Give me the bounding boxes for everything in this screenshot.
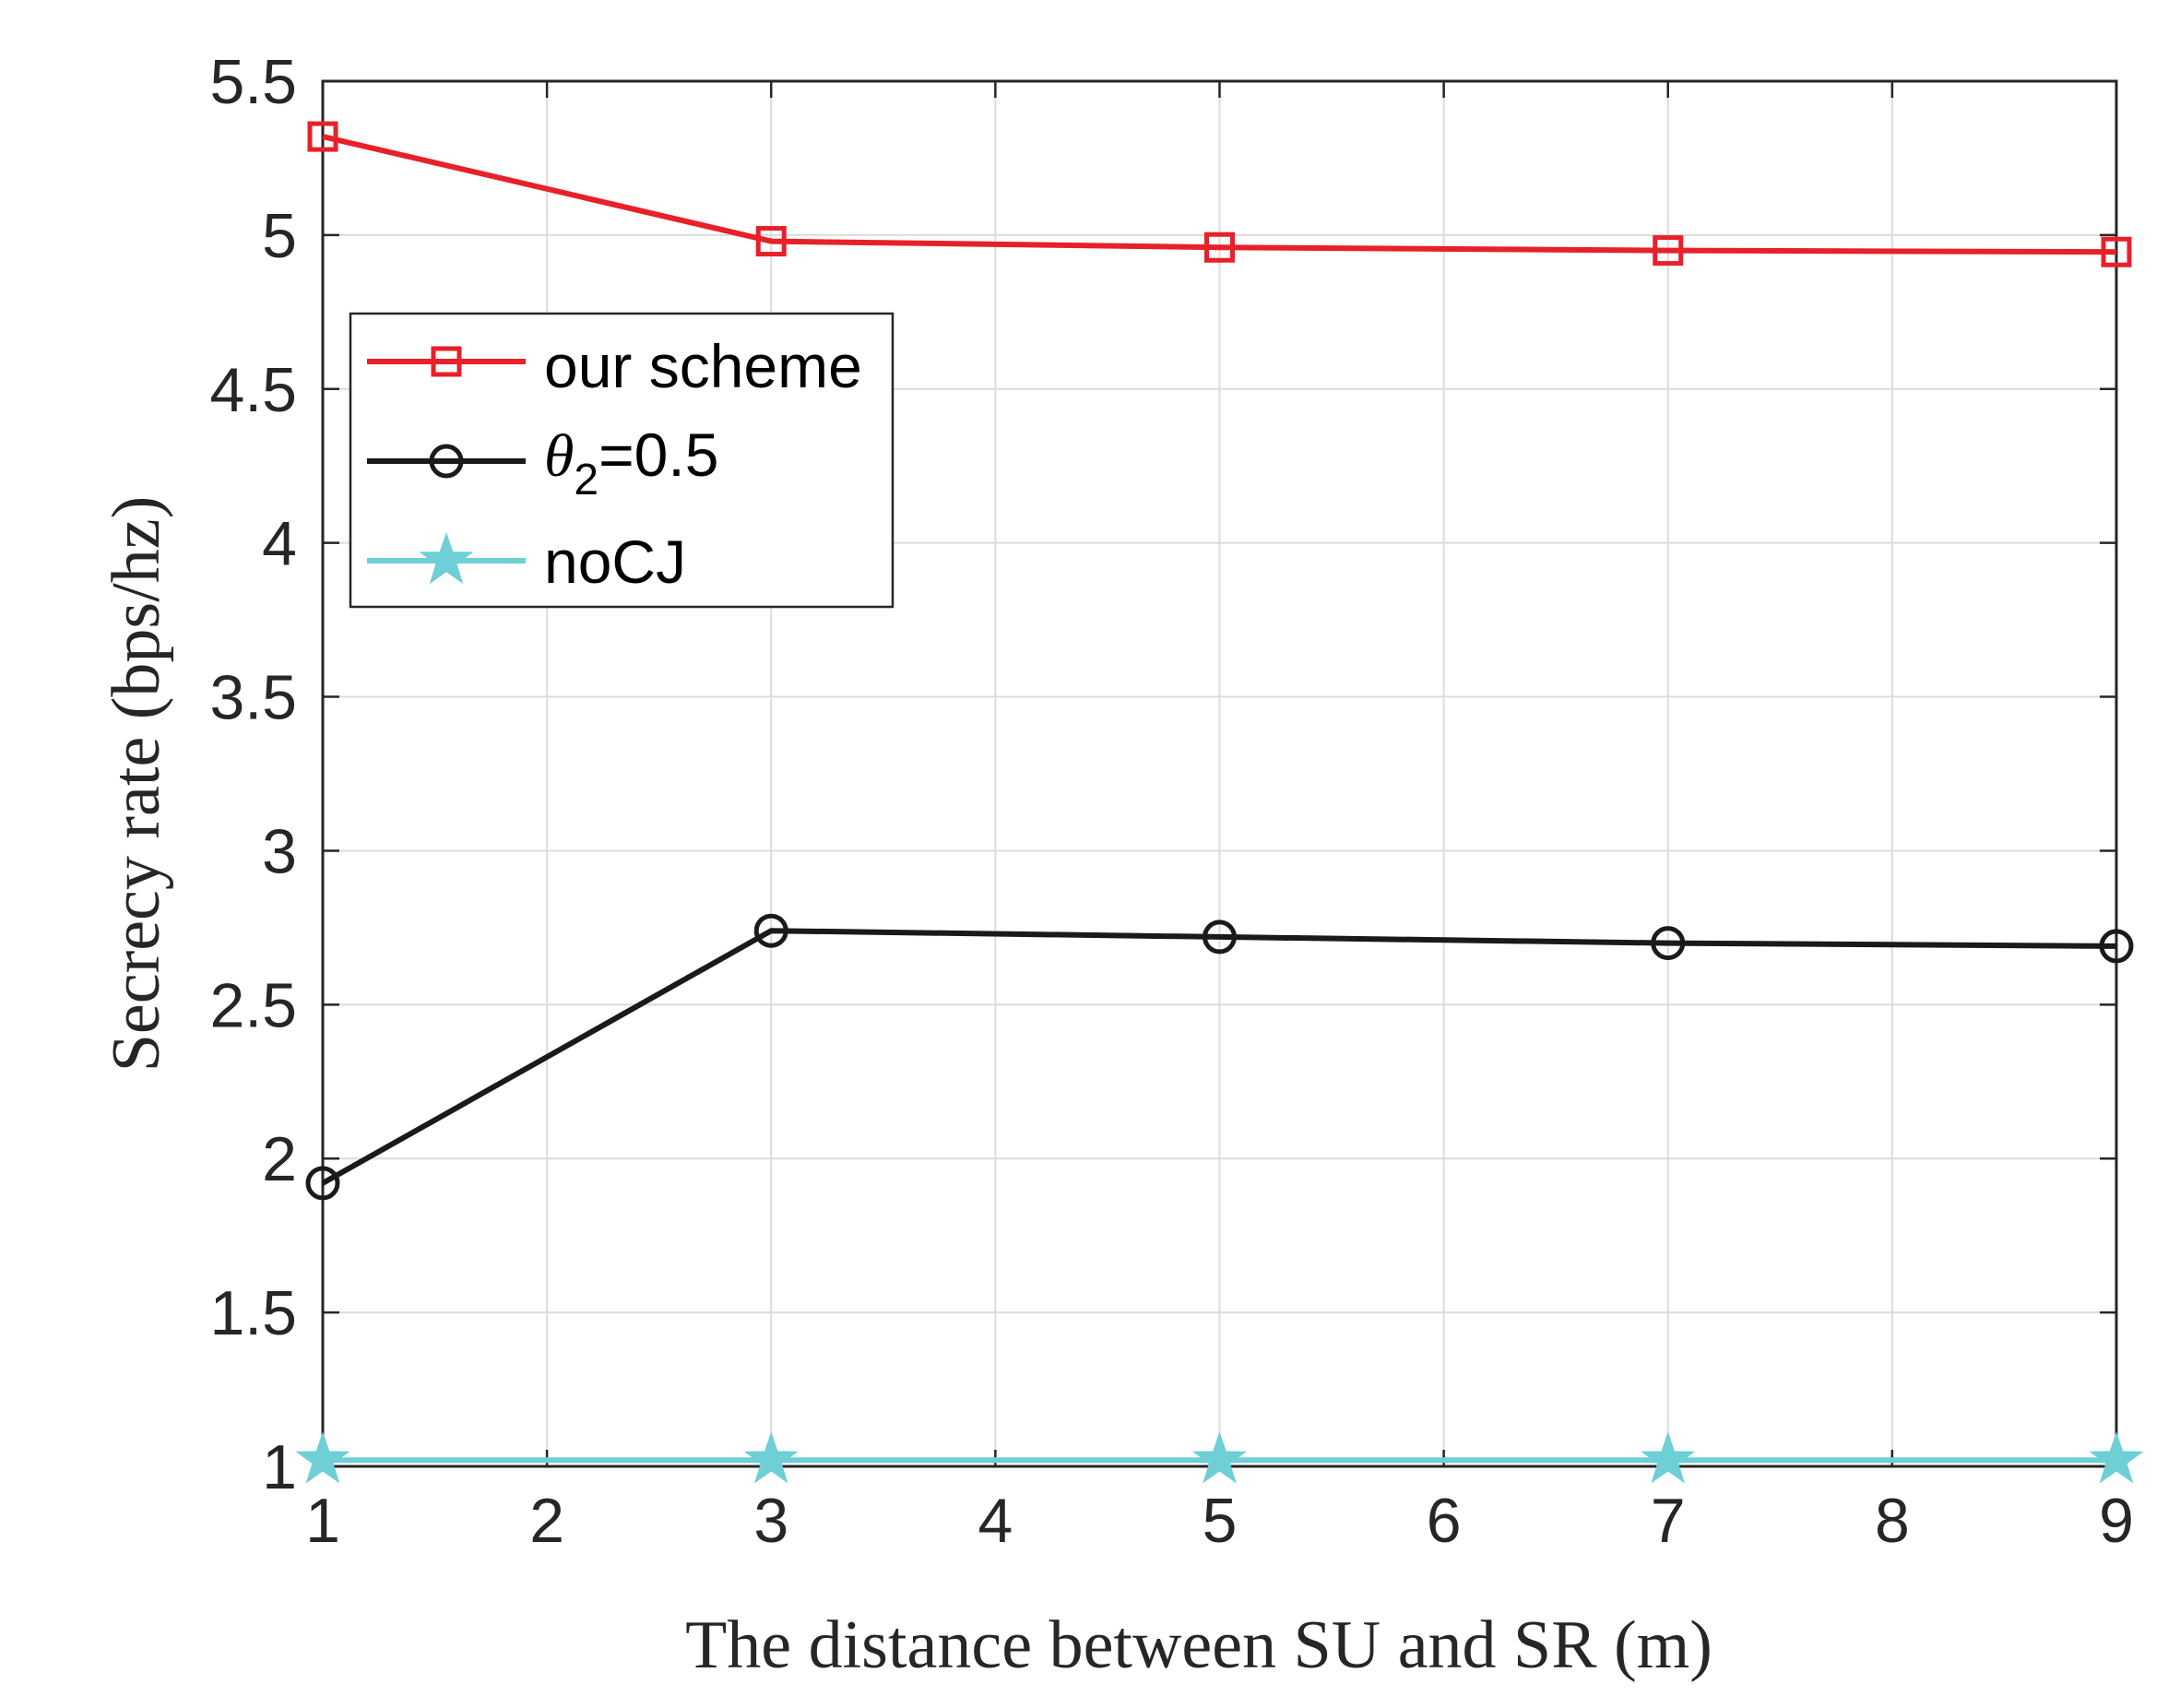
x-tick-label: 9 — [2099, 1486, 2134, 1556]
series-line-our-scheme — [322, 134, 2117, 255]
x-axis-title: The distance between SU and SR (m) — [685, 1607, 1712, 1683]
legend-theta-subscript: 2 — [574, 456, 598, 504]
data-point-nocj — [743, 1431, 799, 1484]
data-point-our-scheme — [307, 121, 338, 152]
data-point-nocj — [1191, 1431, 1248, 1484]
series-line-theta — [321, 928, 2117, 1186]
series-nocj — [295, 1431, 2144, 1484]
x-tick-label: 6 — [1427, 1486, 1462, 1556]
y-axis-title: Secrecy rate (bps/hz) — [99, 496, 174, 1073]
x-tick-label: 5 — [1203, 1486, 1238, 1556]
series-theta — [305, 913, 2134, 1201]
series-our-scheme — [307, 121, 2132, 267]
x-tick-label: 2 — [529, 1486, 564, 1556]
data-point-theta — [753, 913, 788, 948]
legend-theta-symbol: θ — [544, 422, 574, 490]
x-tick-label: 7 — [1651, 1486, 1686, 1556]
legend-label-our-scheme: our scheme — [544, 332, 862, 400]
y-tick-label: 2.5 — [209, 970, 297, 1040]
data-point-our-scheme — [1204, 231, 1235, 263]
ticks: 1 2 3 4 5 6 7 8 9 1 1.5 2 2.5 3 3.5 4 4.5 5 5.5 — [209, 47, 2133, 1556]
data-point-theta — [1203, 919, 1237, 955]
x-tick-label: 1 — [305, 1486, 340, 1556]
data-point-our-scheme — [1653, 235, 1684, 267]
data-point-nocj — [1641, 1431, 1696, 1484]
legend-sample-theta — [367, 444, 526, 479]
x-tick-label: 4 — [977, 1486, 1013, 1556]
data-point-nocj — [2089, 1431, 2144, 1484]
y-tick-label: 4.5 — [209, 355, 297, 425]
data-point-theta — [2099, 929, 2134, 964]
legend-theta-value: =0.5 — [598, 421, 718, 489]
data-point-our-scheme — [755, 226, 787, 257]
legend-marker-nocj — [419, 531, 474, 585]
data-point-nocj — [295, 1431, 350, 1484]
y-tick-label: 5.5 — [209, 47, 297, 117]
y-tick-label: 3.5 — [209, 663, 297, 733]
y-tick-label: 1 — [262, 1432, 297, 1502]
y-tick-label: 5 — [262, 201, 297, 271]
y-tick-label: 1.5 — [209, 1278, 297, 1348]
data-point-theta — [305, 1166, 340, 1201]
data-point-theta — [1651, 926, 1686, 961]
y-tick-label: 2 — [262, 1124, 297, 1194]
legend-marker-theta — [429, 444, 464, 479]
data-point-our-scheme — [2101, 236, 2132, 267]
series-layer — [295, 121, 2144, 1484]
y-tick-label: 4 — [262, 509, 297, 579]
legend-sample-nocj — [367, 531, 526, 585]
legend-label-theta: θ2=0.5 — [544, 421, 718, 504]
legend-marker-our-scheme — [431, 346, 462, 377]
y-tick-label: 3 — [262, 816, 297, 886]
x-tick-label: 3 — [753, 1486, 788, 1556]
legend-sample-our-scheme — [367, 346, 526, 377]
legend: our scheme θ2=0.5 noCJ — [349, 312, 895, 609]
legend-label-nocj: noCJ — [544, 528, 686, 596]
x-tick-label: 8 — [1875, 1486, 1910, 1556]
